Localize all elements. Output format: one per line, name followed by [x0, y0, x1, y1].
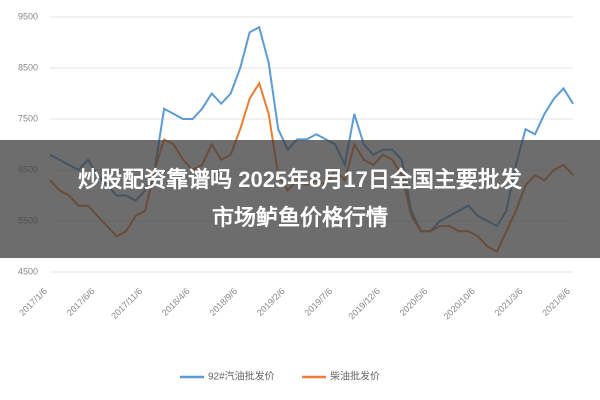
x-tick-label: 2021/3/6	[493, 286, 525, 318]
x-tick-label: 2019/12/6	[347, 286, 382, 321]
x-tick-label: 2017/1/6	[17, 286, 49, 318]
x-tick-label: 2018/4/6	[160, 286, 192, 318]
y-tick-label: 9500	[18, 11, 38, 21]
x-tick-label: 2021/8/6	[540, 286, 572, 318]
legend-label: 92#汽油批发价	[208, 370, 275, 383]
banner-line: 炒股配资靠谱吗 2025年8月17日全国主要批发	[78, 167, 522, 192]
x-tick-label: 2020/5/6	[398, 286, 430, 318]
banner: 炒股配资靠谱吗 2025年8月17日全国主要批发 市场鲈鱼价格行情	[0, 140, 600, 258]
x-tick-label: 2020/10/6	[442, 286, 477, 321]
legend-label: 柴油批发价	[330, 370, 380, 383]
y-tick-label: 4500	[18, 266, 38, 276]
x-tick-label: 2017/6/6	[65, 286, 97, 318]
x-tick-label: 2019/2/6	[255, 286, 287, 318]
banner-line: 市场鲈鱼价格行情	[211, 205, 388, 230]
y-tick-label: 8500	[18, 62, 38, 72]
x-tick-label: 2019/7/6	[303, 286, 335, 318]
x-tick-label: 2017/11/6	[109, 286, 144, 321]
y-tick-label: 7500	[18, 113, 38, 123]
x-tick-label: 2018/9/6	[207, 286, 239, 318]
